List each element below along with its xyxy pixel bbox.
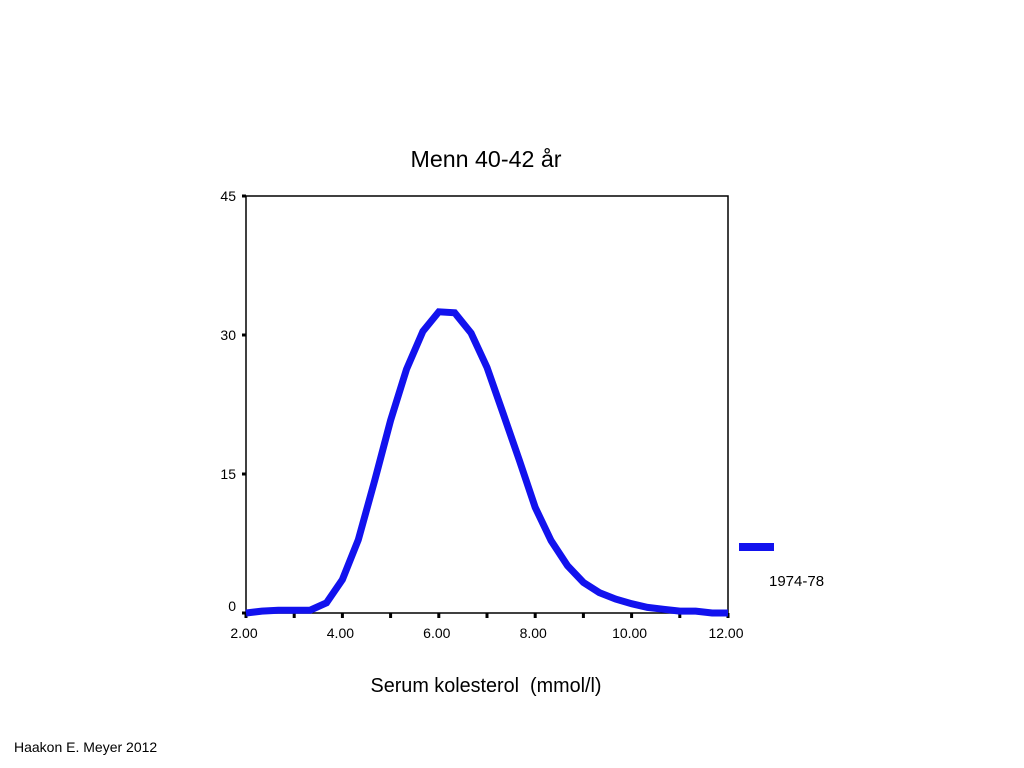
x-tick-label: 2.00 (230, 625, 257, 641)
footer-credit: Haakon E. Meyer 2012 (14, 739, 157, 755)
series-line-1974-78 (245, 308, 728, 617)
x-tick-label: 8.00 (520, 625, 547, 641)
x-tick-label: 10.00 (612, 625, 647, 641)
y-tick-label: 30 (220, 327, 236, 343)
plot-area: 0 15 30 45 2.00 4.00 6.00 8.00 10.00 12.00 (220, 188, 743, 641)
x-axis-label: Serum kolesterol (mmol/l) (371, 675, 602, 697)
x-tick-label: 4.00 (327, 625, 354, 641)
x-tick-label: 12.00 (708, 625, 743, 641)
chart-title: Menn 40-42 år (411, 146, 562, 172)
plot-frame (245, 195, 729, 614)
x-tick-label: 6.00 (423, 625, 450, 641)
legend: 1974-78 (739, 543, 824, 590)
y-tick-label: 45 (220, 188, 236, 204)
legend-label: 1974-78 (769, 573, 824, 590)
y-tick-label: 15 (220, 466, 236, 482)
y-tick-label: 0 (228, 598, 236, 614)
